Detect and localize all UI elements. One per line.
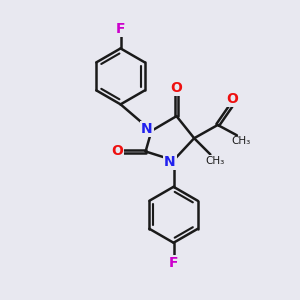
Text: O: O: [226, 92, 238, 106]
Text: N: N: [141, 122, 153, 136]
Text: F: F: [116, 22, 125, 35]
Text: O: O: [171, 81, 182, 94]
Text: CH₃: CH₃: [205, 156, 224, 166]
Text: CH₃: CH₃: [232, 136, 251, 146]
Text: O: O: [111, 145, 123, 158]
Text: F: F: [169, 256, 178, 270]
Text: N: N: [164, 155, 176, 169]
